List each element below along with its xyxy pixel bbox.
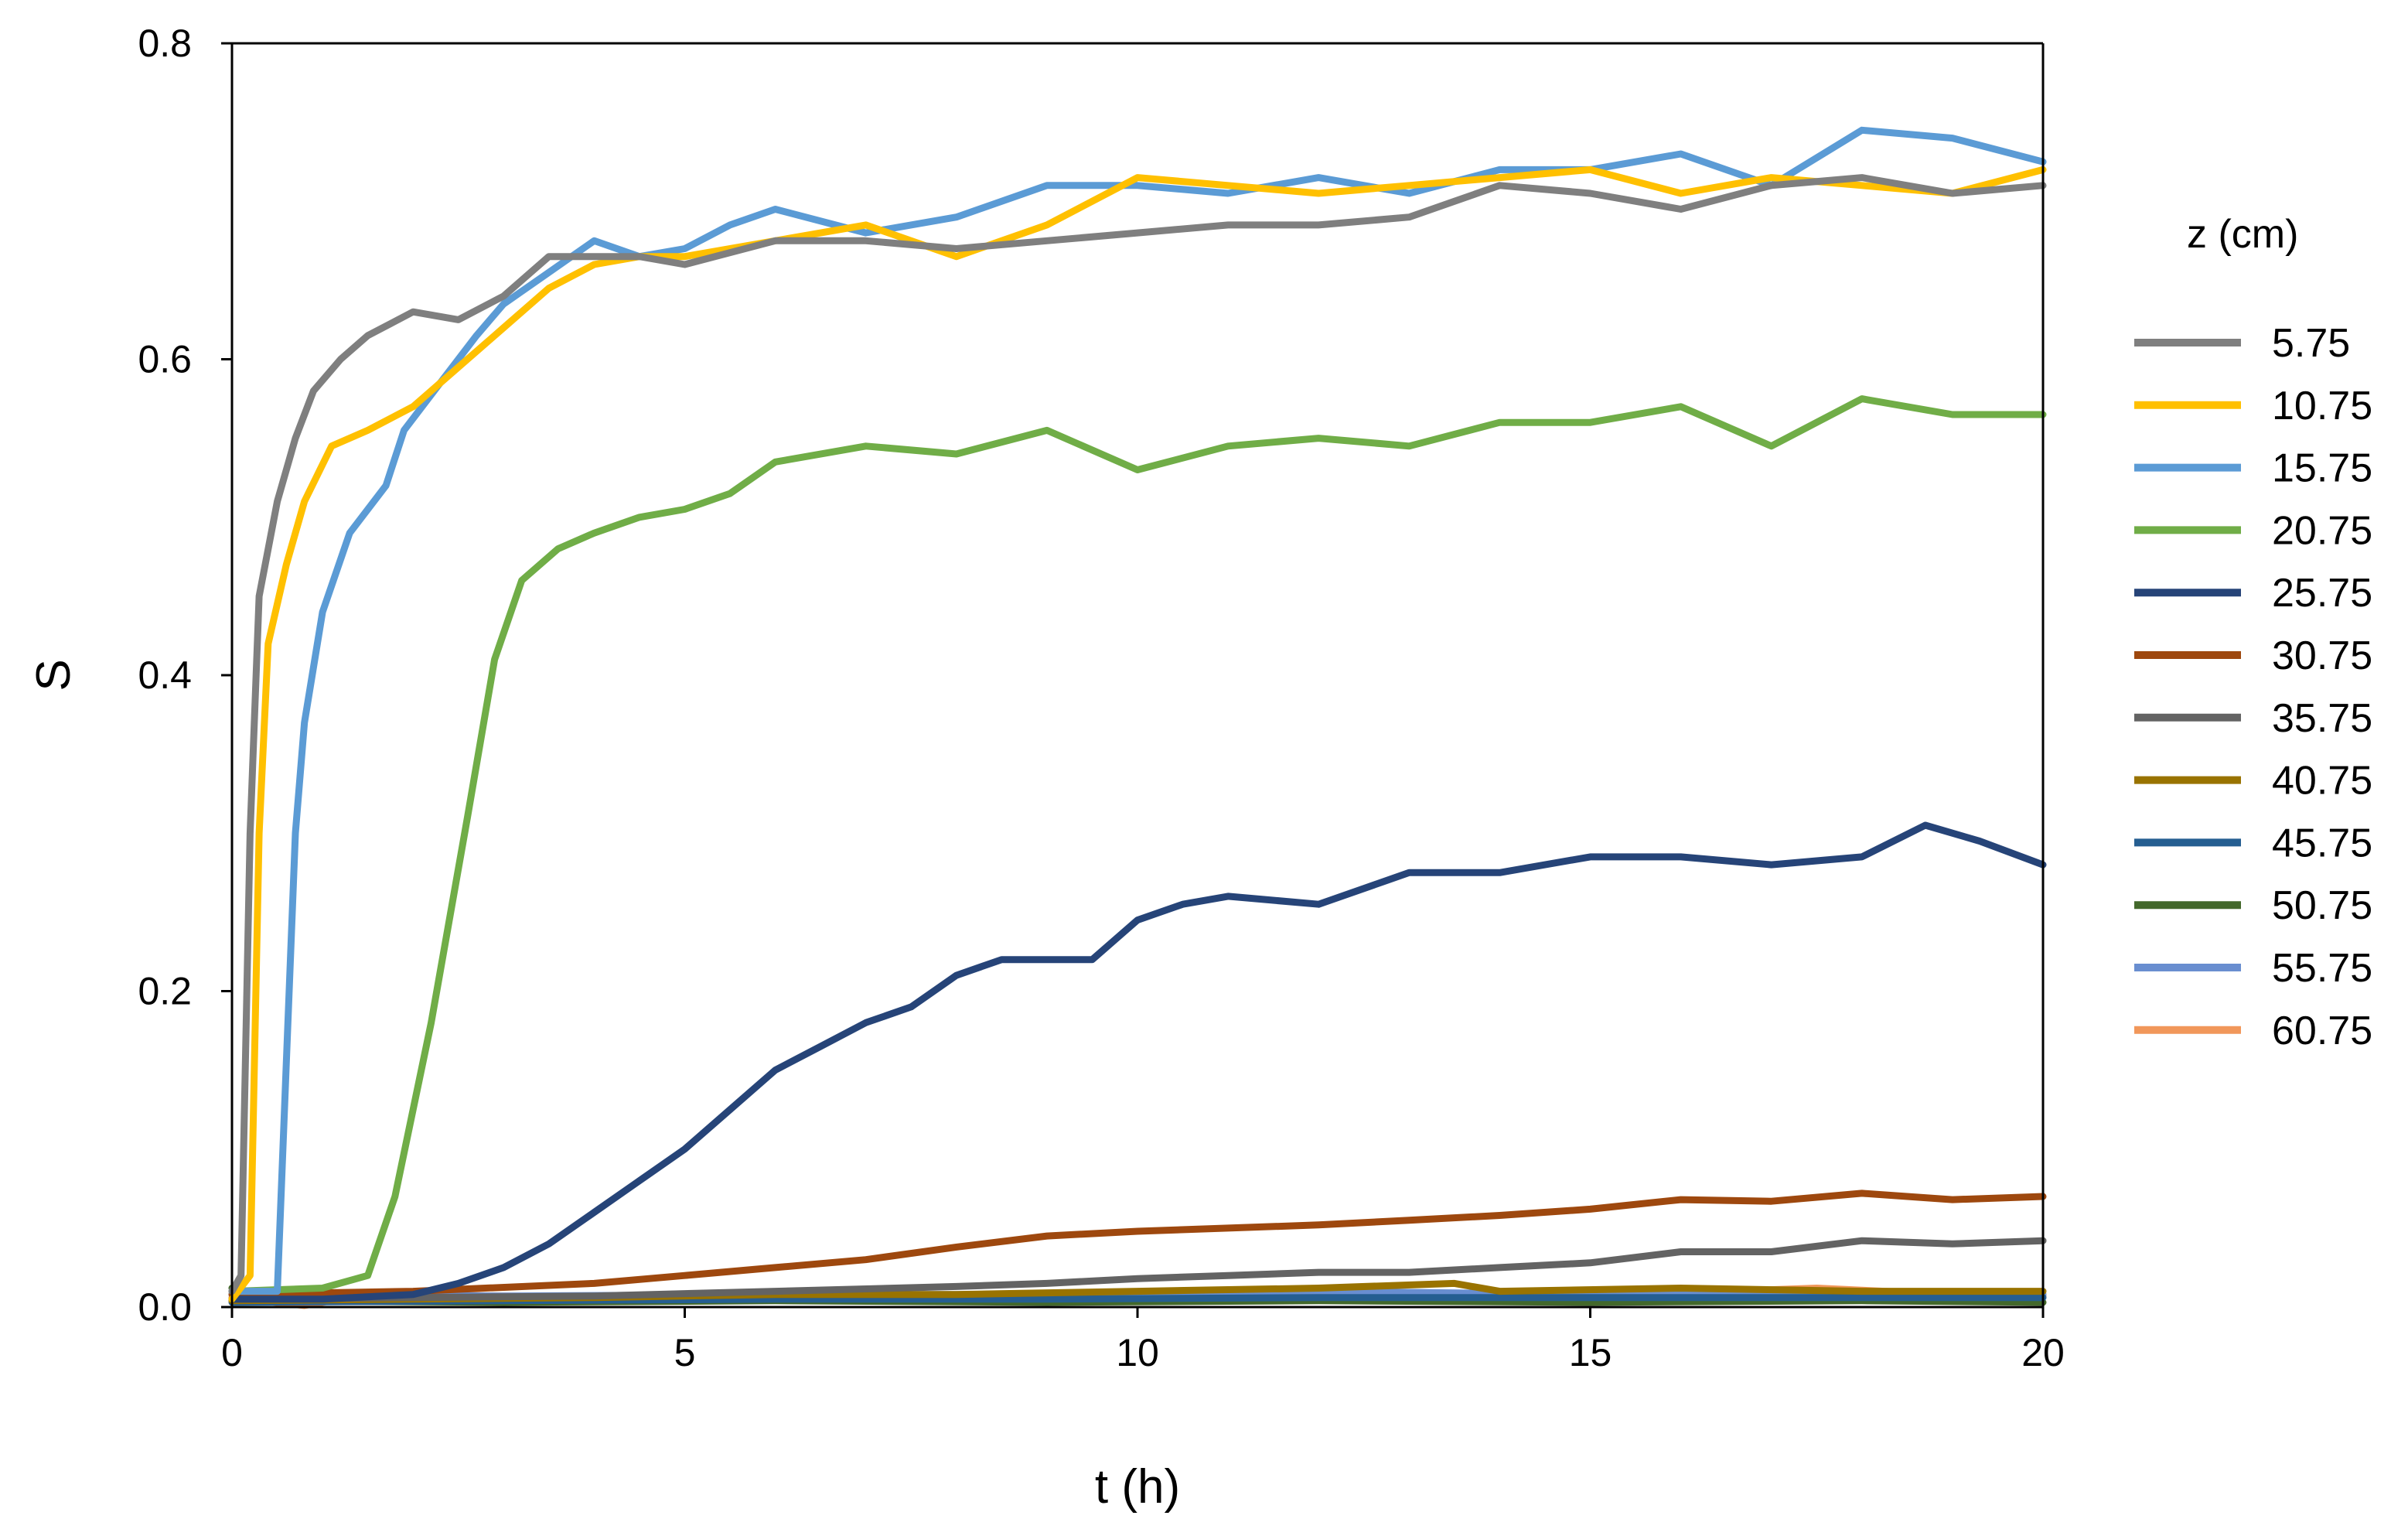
series-line-15-75: [228, 126, 2047, 1295]
legend-label: 55.75: [2272, 946, 2372, 991]
series-line-5-75: [228, 174, 2047, 1295]
legend-label: 25.75: [2272, 571, 2372, 616]
series-line-25-75: [228, 821, 2047, 1303]
series-line-30-75: [228, 1190, 2047, 1299]
legend-label: 60.75: [2272, 1009, 2372, 1053]
legend-label: 10.75: [2272, 384, 2372, 428]
legend-title: z (cm): [2187, 212, 2298, 257]
legend: z (cm) 5.75 10.75 15.75 20.75 25.75 30.75 35.7…: [2134, 212, 2372, 1053]
y-axis-label: S: [27, 659, 80, 691]
series-line-10-75: [228, 166, 2047, 1303]
y-tick-label: 0.8: [138, 22, 192, 65]
y-tick-label: 0.0: [138, 1285, 192, 1329]
x-tick-label: 15: [1569, 1331, 1612, 1374]
series-line-35-75: [228, 1237, 2047, 1303]
x-tick-label: 20: [2021, 1331, 2065, 1374]
x-tick-label: 10: [1116, 1331, 1159, 1374]
legend-label: 5.75: [2272, 321, 2350, 366]
series-layer: [228, 126, 2047, 1309]
x-tick-label: 5: [674, 1331, 696, 1374]
y-tick-label: 0.2: [138, 970, 192, 1013]
legend-label: 40.75: [2272, 759, 2372, 804]
legend-label: 35.75: [2272, 696, 2372, 741]
x-tick-label: 0: [221, 1331, 243, 1374]
y-tick-label: 0.4: [138, 654, 192, 697]
y-tick-label: 0.6: [138, 338, 192, 381]
legend-label: 30.75: [2272, 633, 2372, 678]
tick-labels: 0 5 10 15 20 0.0 0.2 0.4 0.6 0.8: [138, 22, 2064, 1374]
legend-label: 45.75: [2272, 821, 2372, 865]
legend-label: 20.75: [2272, 508, 2372, 553]
x-axis-label: t (h): [1095, 1460, 1180, 1514]
legend-label: 50.75: [2272, 883, 2372, 928]
series-line-20-75: [228, 395, 2047, 1295]
legend-label: 15.75: [2272, 446, 2372, 491]
